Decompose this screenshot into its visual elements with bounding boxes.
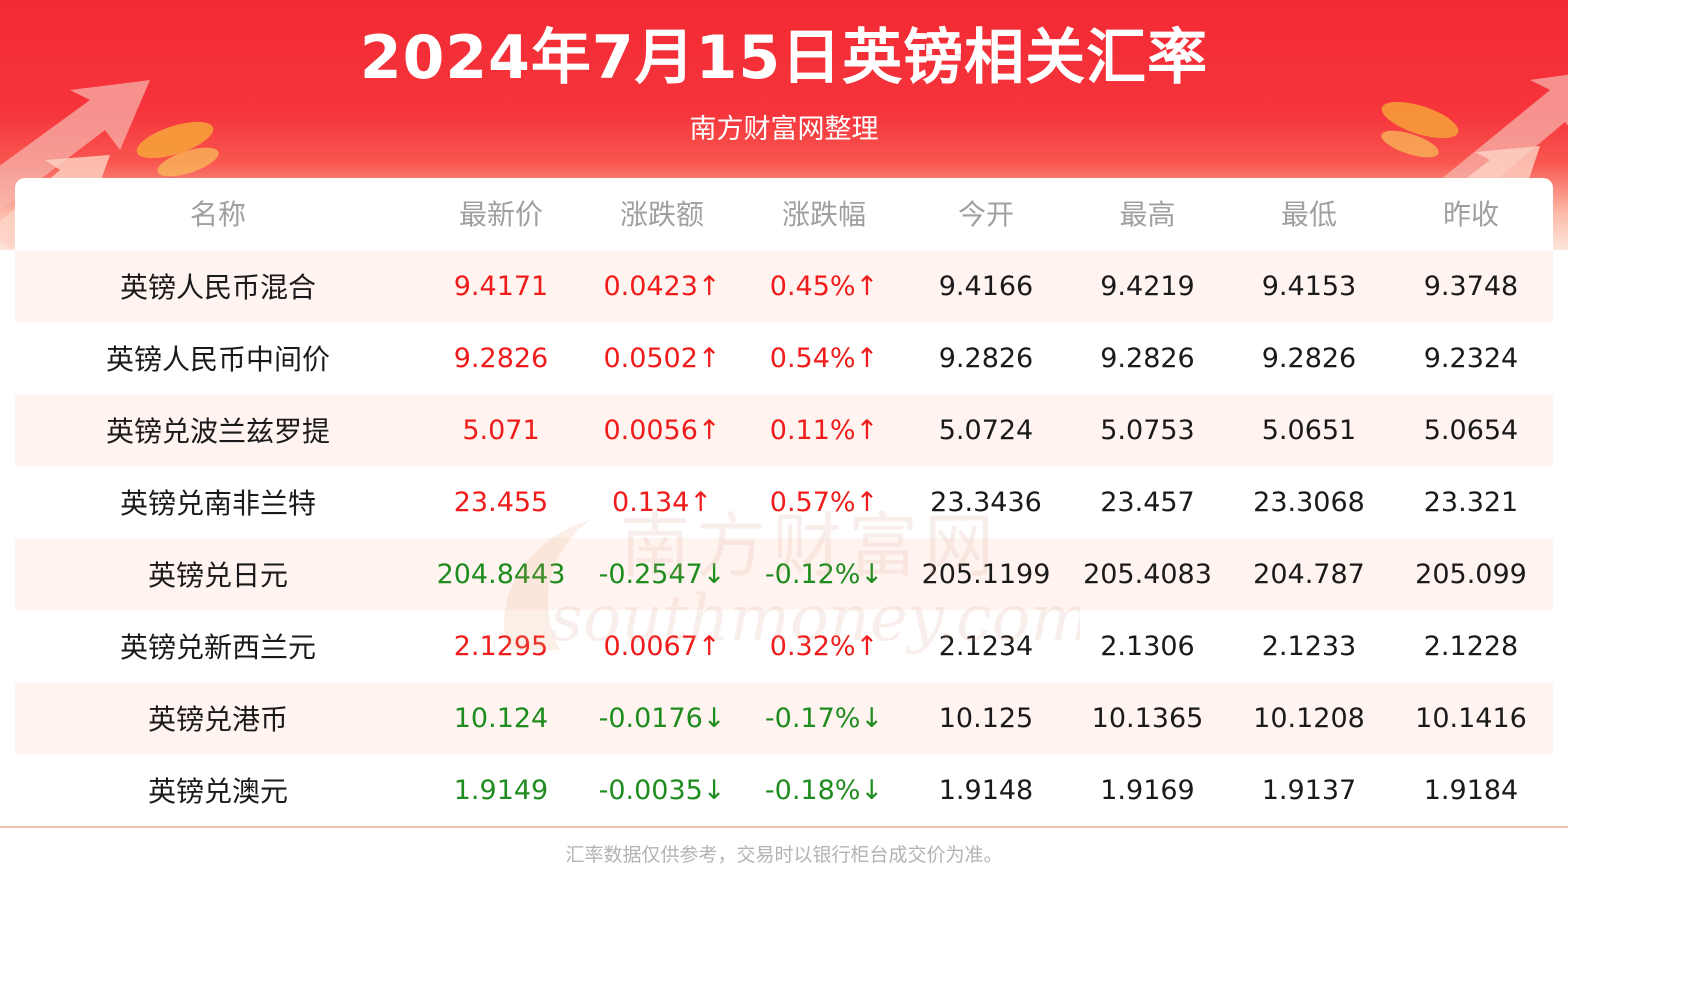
row-change: -0.0176↓ — [598, 702, 726, 734]
row-low: 2.1233 — [1261, 630, 1357, 662]
footer-disclaimer: 汇率数据仅供参考，交易时以银行柜台成交价为准。 — [565, 844, 1003, 866]
row-open: 2.1234 — [938, 630, 1034, 662]
row-prev-close: 23.321 — [1423, 486, 1519, 518]
table-row: 英镑人民币中间价 9.2826 0.0502↑ 0.54%↑ 9.2826 9.… — [15, 322, 1553, 394]
row-change: 0.134↑ — [612, 486, 712, 518]
row-high: 1.9169 — [1100, 774, 1195, 806]
column-header-name: 名称 — [189, 198, 246, 231]
page-subtitle: 南方财富网整理 — [689, 114, 879, 145]
row-low: 1.9137 — [1261, 774, 1357, 806]
row-change-pct: 0.45%↑ — [769, 270, 879, 302]
row-change-pct: 0.54%↑ — [769, 342, 879, 374]
table-row: 英镑兑澳元 1.9149 -0.0035↓ -0.18%↓ 1.9148 1.9… — [15, 754, 1553, 826]
row-high: 9.2826 — [1100, 342, 1195, 374]
table-row: 英镑兑南非兰特 23.455 0.134↑ 0.57%↑ 23.3436 23.… — [15, 466, 1553, 538]
row-low: 23.3068 — [1253, 486, 1365, 518]
row-open: 1.9148 — [938, 774, 1034, 806]
row-latest: 9.2826 — [453, 342, 549, 374]
row-prev-close: 10.1416 — [1415, 702, 1527, 734]
row-name: 英镑兑波兰兹罗提 — [105, 415, 330, 448]
column-header-prev-close: 昨收 — [1442, 198, 1499, 231]
row-change-pct: 0.57%↑ — [769, 486, 879, 518]
row-change: 0.0423↑ — [603, 270, 721, 302]
row-latest: 2.1295 — [453, 630, 549, 662]
table-row: 英镑兑日元 204.8443 -0.2547↓ -0.12%↓ 205.1199… — [15, 538, 1553, 610]
row-open: 10.125 — [938, 702, 1034, 734]
row-open: 23.3436 — [930, 486, 1042, 518]
table-row: 英镑人民币混合 9.4171 0.0423↑ 0.45%↑ 9.4166 9.4… — [15, 250, 1553, 322]
column-header-low: 最低 — [1280, 198, 1337, 231]
row-change-pct: 0.11%↑ — [769, 414, 879, 446]
row-latest: 9.4171 — [453, 270, 549, 302]
row-name: 英镑兑南非兰特 — [119, 487, 316, 520]
row-change-pct: -0.18%↓ — [764, 774, 884, 806]
row-change: -0.0035↓ — [598, 774, 726, 806]
row-high: 10.1365 — [1091, 702, 1204, 734]
row-name: 英镑人民币中间价 — [105, 343, 330, 376]
row-latest: 10.124 — [453, 702, 549, 734]
row-prev-close: 1.9184 — [1423, 774, 1519, 806]
column-header-change-pct: 涨跌幅 — [781, 198, 866, 231]
column-header-high: 最高 — [1119, 198, 1176, 231]
row-high: 205.4083 — [1083, 558, 1212, 590]
row-name: 英镑兑澳元 — [147, 775, 288, 808]
row-prev-close: 9.2324 — [1423, 342, 1519, 374]
row-low: 204.787 — [1253, 558, 1365, 590]
row-prev-close: 9.3748 — [1423, 270, 1519, 302]
row-low: 9.4153 — [1261, 270, 1357, 302]
row-prev-close: 205.099 — [1415, 558, 1527, 590]
row-high: 5.0753 — [1100, 414, 1195, 446]
row-low: 9.2826 — [1261, 342, 1357, 374]
row-low: 5.0651 — [1261, 414, 1357, 446]
row-change-pct: -0.17%↓ — [764, 702, 884, 734]
column-header-latest: 最新价 — [458, 198, 543, 231]
row-high: 2.1306 — [1100, 630, 1195, 662]
row-latest: 204.8443 — [436, 558, 566, 590]
footer-divider — [0, 826, 1568, 828]
table-row: 英镑兑新西兰元 2.1295 0.0067↑ 0.32%↑ 2.1234 2.1… — [15, 610, 1553, 682]
row-name: 英镑兑日元 — [147, 559, 288, 592]
row-open: 9.2826 — [938, 342, 1034, 374]
row-prev-close: 5.0654 — [1423, 414, 1519, 446]
rate-infographic: 2024年7月15日英镑相关汇率 南方财富网整理 名称 最新价 涨跌额 涨跌幅 … — [0, 0, 1568, 866]
table-body: 英镑人民币混合 9.4171 0.0423↑ 0.45%↑ 9.4166 9.4… — [15, 250, 1553, 826]
rate-table: 名称 最新价 涨跌额 涨跌幅 今开 最高 最低 昨收 英镑人民币混合 9.417… — [15, 178, 1553, 826]
row-change: 0.0067↑ — [603, 630, 721, 662]
page-title: 2024年7月15日英镑相关汇率 — [359, 23, 1209, 93]
row-prev-close: 2.1228 — [1423, 630, 1519, 662]
row-low: 10.1208 — [1253, 702, 1365, 734]
row-latest: 1.9149 — [453, 774, 549, 806]
column-header-open: 今开 — [957, 198, 1014, 231]
row-open: 5.0724 — [938, 414, 1034, 446]
row-high: 9.4219 — [1100, 270, 1195, 302]
row-open: 9.4166 — [938, 270, 1034, 302]
row-name: 英镑人民币混合 — [119, 271, 316, 304]
table-row: 英镑兑港币 10.124 -0.0176↓ -0.17%↓ 10.125 10.… — [15, 682, 1553, 754]
row-change: 0.0056↑ — [603, 414, 721, 446]
row-latest: 5.071 — [462, 414, 540, 446]
table-row: 英镑兑波兰兹罗提 5.071 0.0056↑ 0.11%↑ 5.0724 5.0… — [15, 394, 1553, 466]
row-high: 23.457 — [1100, 486, 1195, 518]
row-name: 英镑兑港币 — [147, 703, 288, 736]
row-change: 0.0502↑ — [603, 342, 721, 374]
row-change-pct: -0.12%↓ — [764, 558, 884, 590]
row-open: 205.1199 — [921, 558, 1051, 590]
row-change: -0.2547↓ — [598, 558, 726, 590]
row-change-pct: 0.32%↑ — [769, 630, 879, 662]
row-name: 英镑兑新西兰元 — [119, 631, 316, 664]
row-latest: 23.455 — [453, 486, 549, 518]
column-header-change: 涨跌额 — [619, 198, 704, 231]
table-header-row: 名称 最新价 涨跌额 涨跌幅 今开 最高 最低 昨收 — [15, 178, 1553, 248]
